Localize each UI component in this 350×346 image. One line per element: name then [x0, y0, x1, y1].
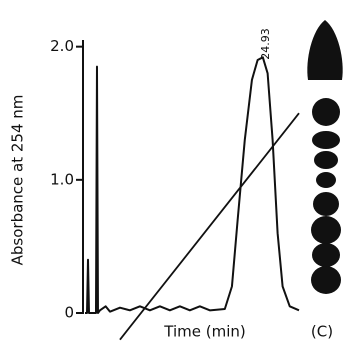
y-tick-label: 1.0: [50, 170, 74, 188]
peak-annotation: 24.93: [259, 28, 272, 60]
y-tick-label: 2.0: [50, 37, 74, 55]
chart: Absorbance at 254 nm Time (min) (C) 24.9…: [0, 0, 350, 346]
y-axis-label: Absorbance at 254 nm: [9, 95, 27, 266]
y-tick-label: 0: [64, 304, 74, 322]
gradient-line: [120, 113, 299, 339]
trace-line: [85, 57, 299, 313]
x-axis-label: Time (min): [163, 323, 245, 341]
gel-image: [307, 20, 342, 294]
panel-label: (C): [311, 323, 333, 341]
